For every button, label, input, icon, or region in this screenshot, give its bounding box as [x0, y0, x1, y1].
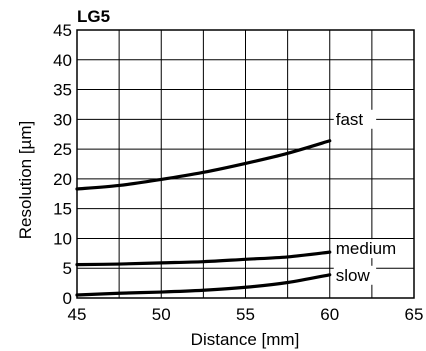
series-line-fast: [75, 139, 332, 191]
chart-title: LG5: [77, 7, 110, 26]
y-tick-label: 25: [53, 140, 72, 159]
series-labels: fast medium slow: [333, 109, 396, 285]
y-tick-label: 10: [53, 229, 72, 248]
x-tick-label: 65: [405, 305, 424, 324]
series-label-slow: slow: [336, 266, 371, 285]
x-axis-label: Distance [mm]: [191, 330, 300, 349]
series-lines: [75, 139, 332, 297]
y-tick-label: 30: [53, 110, 72, 129]
y-axis-label: Resolution [µm]: [16, 121, 35, 239]
y-tick-label: 45: [53, 21, 72, 40]
y-tick-label: 5: [63, 259, 72, 278]
series-label-background: [333, 239, 396, 259]
plot-frame: [76, 29, 415, 299]
y-tick-label: 40: [53, 51, 72, 70]
y-tick-label: 20: [53, 170, 72, 189]
series-label-background: [333, 109, 377, 129]
y-tick-labels: 0 5 10 15 20 25 30 35 40 45: [53, 21, 72, 308]
y-tick-label: 0: [63, 289, 72, 308]
y-tick-label: 35: [53, 81, 72, 100]
series-label-medium: medium: [336, 239, 396, 258]
x-tick-label: 55: [236, 305, 255, 324]
series-line-medium: [75, 250, 332, 267]
x-tick-label: 60: [320, 305, 339, 324]
y-tick-label: 15: [53, 200, 72, 219]
x-tick-labels: 45 50 55 60 65: [68, 305, 424, 324]
series-line-slow: [75, 273, 332, 297]
x-tick-label: 45: [68, 305, 87, 324]
series-label-fast: fast: [336, 110, 364, 129]
series-label-background: [333, 265, 377, 285]
x-tick-label: 50: [152, 305, 171, 324]
